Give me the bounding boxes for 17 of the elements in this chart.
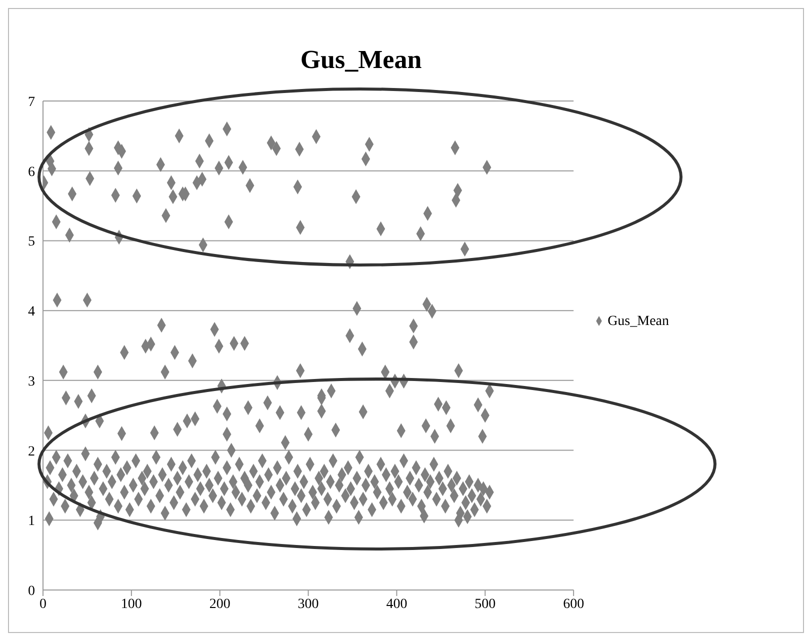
x-tick-label: 400 [386,596,408,612]
x-tick-label: 0 [40,596,46,612]
x-tick-label: 100 [120,596,142,612]
chart-title: Gus_Mean [299,45,423,75]
y-tick-label: 2 [28,444,35,460]
y-tick-label: 3 [28,374,35,390]
y-tick-label: 0 [28,584,35,599]
y-tick-label: 1 [28,514,35,530]
legend-label: Gus_Mean [608,314,669,328]
x-tick-label: 500 [474,596,496,612]
x-tick-label: 300 [298,596,319,612]
y-tick-label: 7 [28,94,35,110]
x-tick-label: 200 [209,596,230,612]
x-tick-label: 600 [563,596,584,612]
y-tick-label: 6 [28,164,35,180]
y-tick-label: 5 [28,234,35,250]
y-tick-label: 4 [28,304,35,320]
